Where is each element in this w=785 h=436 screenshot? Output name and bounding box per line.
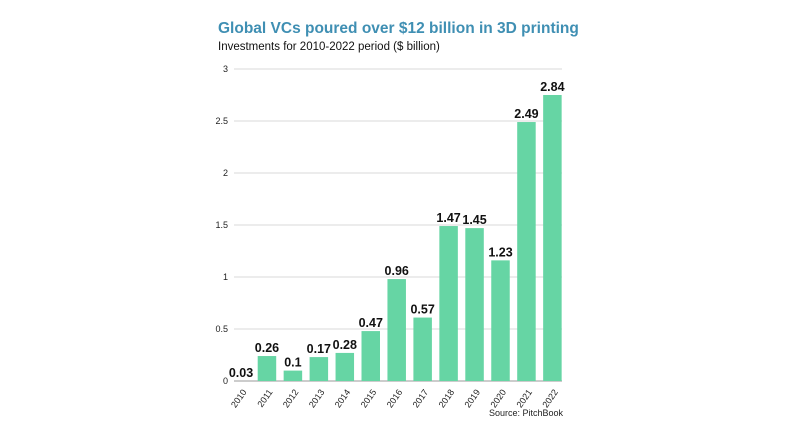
bar	[543, 95, 562, 381]
x-tick-label: 2015	[359, 387, 379, 409]
data-label: 0.96	[385, 264, 409, 278]
data-label: 1.23	[488, 245, 512, 259]
x-tick-label: 2021	[514, 387, 534, 409]
chart-title: Global VCs poured over $12 billion in 3D…	[218, 20, 579, 37]
y-tick-label: 1.5	[215, 220, 228, 230]
y-tick-label: 1	[223, 272, 228, 282]
bar	[387, 279, 406, 381]
y-tick-label: 0.5	[215, 324, 228, 334]
x-tick-label: 2012	[281, 387, 301, 409]
chart-subtitle: Investments for 2010-2022 period ($ bill…	[218, 41, 440, 53]
data-label: 0.17	[307, 342, 331, 356]
x-tick-label: 2022	[540, 387, 560, 409]
x-tick-label: 2011	[255, 387, 274, 409]
bar	[465, 228, 484, 381]
data-label: 1.45	[462, 213, 486, 227]
y-tick-label: 2.5	[215, 116, 228, 126]
data-label: 2.49	[514, 107, 538, 121]
bar	[439, 226, 458, 381]
data-label: 1.47	[436, 211, 460, 225]
x-axis-ticks: 2010 2011 2012 2013 2014 2015 2016 2017 2018 2019…	[229, 387, 560, 409]
x-tick-label: 2020	[488, 387, 508, 409]
bar	[517, 122, 536, 381]
bar	[335, 352, 355, 381]
source-note: Source: PitchBook	[488, 408, 563, 418]
data-label: 2.84	[540, 80, 564, 94]
x-tick-label: 2016	[385, 387, 405, 409]
x-tick-label: 2010	[229, 387, 249, 409]
bars	[257, 95, 562, 381]
x-tick-label: 2018	[437, 387, 457, 409]
data-labels: 0.030.26 0.1 0.17 0.280.47 0.96 0.57 1.47 1.45 1…	[229, 80, 565, 380]
data-label: 0.03	[229, 366, 253, 380]
y-tick-label: 0	[223, 376, 228, 386]
x-tick-label: 2017	[411, 387, 431, 409]
y-tick-label: 2	[223, 168, 228, 178]
x-tick-label: 2014	[333, 387, 353, 409]
data-label: 0.57	[410, 303, 434, 317]
bar	[413, 317, 432, 381]
data-label: 0.28	[333, 338, 357, 352]
data-label: 0.26	[255, 341, 279, 355]
bar	[309, 357, 329, 381]
y-tick-label: 3	[223, 64, 228, 74]
bar	[283, 370, 303, 381]
data-label: 0.47	[359, 316, 383, 330]
x-tick-label: 2019	[463, 387, 483, 409]
bar	[491, 260, 510, 381]
x-tick-label: 2013	[307, 387, 327, 409]
bar	[257, 356, 277, 381]
y-axis-ticks: 0 0.5 1 1.5 2 2.5 3	[215, 64, 228, 386]
bar	[361, 331, 380, 381]
data-label: 0.1	[284, 356, 301, 370]
